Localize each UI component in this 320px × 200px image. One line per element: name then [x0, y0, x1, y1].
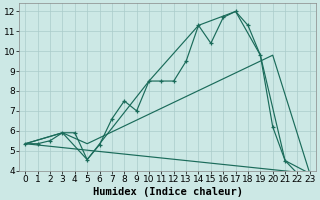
X-axis label: Humidex (Indice chaleur): Humidex (Indice chaleur) [92, 186, 243, 197]
